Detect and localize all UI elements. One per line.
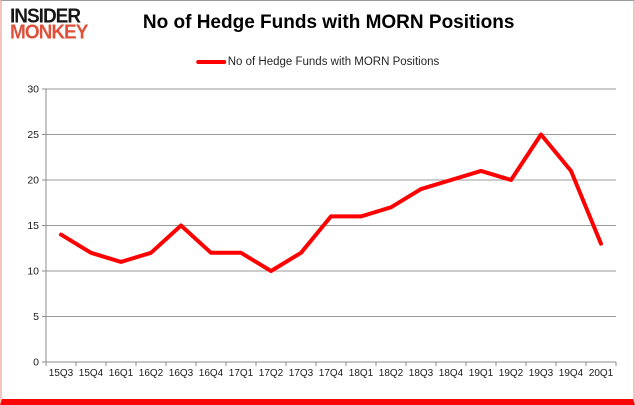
y-tick-label-20: 20 [27,175,39,187]
logo-line1: INSIDER [10,5,81,28]
x-tick-label-16Q1: 16Q1 [109,368,134,379]
y-tick-label-5: 5 [33,311,39,323]
y-tick-label-25: 25 [27,129,39,141]
insider-monkey-logo: INSIDER MONKEY [10,5,88,44]
x-tick-label-18Q4: 18Q4 [439,368,464,379]
x-tick-label-16Q3: 16Q3 [169,368,194,379]
x-tick-label-16Q2: 16Q2 [139,368,164,379]
logo-line2: MONKEY [10,21,88,44]
x-tick-label-17Q4: 17Q4 [319,368,344,379]
x-tick-label-15Q3: 15Q3 [49,368,74,379]
x-tick-label-18Q2: 18Q2 [379,368,404,379]
series-line [59,132,603,273]
legend: No of Hedge Funds with MORN Positions [195,56,440,68]
x-tick-label-15Q4: 15Q4 [79,368,104,379]
y-tick-label-30: 30 [27,84,39,96]
x-tick-label-18Q1: 18Q1 [349,368,374,379]
legend-line-marker [195,60,226,64]
x-tick-label-18Q3: 18Q3 [409,368,434,379]
y-tick-label-10: 10 [27,266,39,278]
x-tick-label-16Q4: 16Q4 [199,368,224,379]
x-tick-label-17Q2: 17Q2 [259,368,284,379]
x-tick-label-19Q4: 19Q4 [559,368,584,379]
y-tick-label-15: 15 [27,220,39,232]
legend-label: No of Hedge Funds with MORN Positions [227,56,440,68]
x-tick-label-19Q1: 19Q1 [469,368,494,379]
x-tick-label-20Q1: 20Q1 [589,368,614,379]
x-tick-label-17Q1: 17Q1 [229,368,254,379]
x-tick-label-19Q2: 19Q2 [499,368,524,379]
chart-title: No of Hedge Funds with MORN Positions [142,12,515,33]
x-tick-label-17Q3: 17Q3 [289,368,314,379]
x-tick-label-19Q3: 19Q3 [529,368,554,379]
y-tick-label-0: 0 [33,357,39,369]
